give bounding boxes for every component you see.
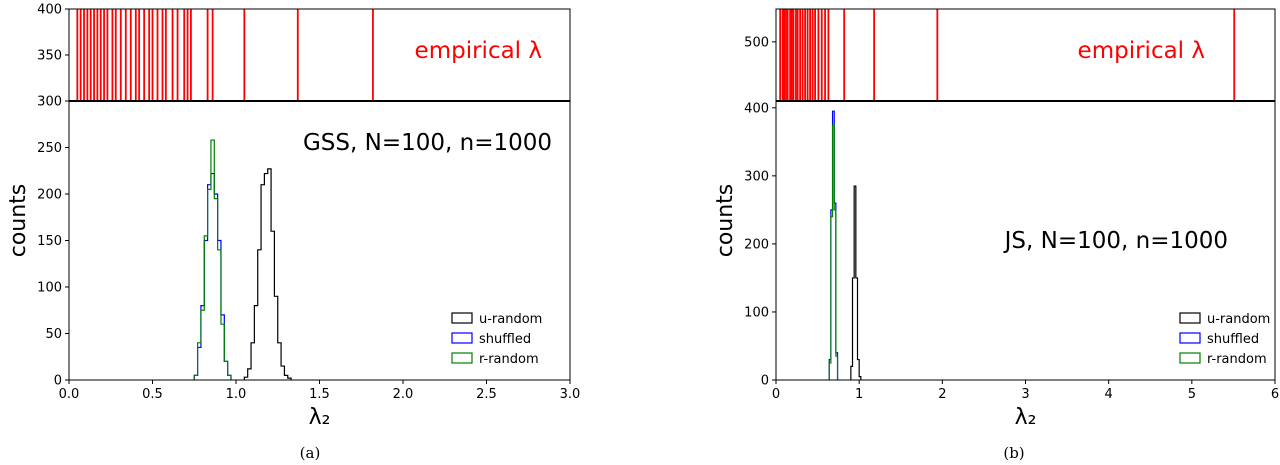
x-axis-label: λ₂ — [1015, 405, 1037, 430]
legend-swatch-shuffled — [451, 332, 473, 344]
x-tick-label: 0.5 — [142, 387, 163, 402]
panel-caption: (b) — [1003, 444, 1024, 462]
x-axis-label: λ₂ — [309, 405, 331, 430]
legend-label-r-random: r-random — [479, 352, 539, 367]
x-tick-label: 1.0 — [226, 387, 247, 402]
empirical-label: empirical λ — [1078, 38, 1205, 64]
y-axis-label: counts — [6, 184, 31, 258]
histogram-u-random — [850, 185, 862, 380]
panel-b: 0 1 2 3 4 5 6 0 100 200 300 400 500 counts λ₂ JS, N=100… — [713, 8, 1279, 462]
x-tick-label: 5 — [1188, 387, 1196, 402]
top-y-tick-label: 500 — [744, 35, 769, 50]
y-tick-label: 200 — [37, 188, 62, 203]
y-tick-label: 250 — [37, 141, 62, 156]
legend-swatch-shuffled — [1179, 332, 1201, 344]
x-tick-label: 0 — [772, 387, 780, 402]
x-tick-label: 2 — [938, 387, 946, 402]
legend-label-u-random: u-random — [479, 312, 542, 327]
x-tick-label: 3 — [1021, 387, 1029, 402]
panel-caption: (a) — [300, 444, 321, 462]
x-tick-label: 6 — [1271, 387, 1279, 402]
y-axis-label: counts — [713, 184, 738, 258]
y-tick-label: 150 — [37, 234, 62, 249]
empirical-lambda-lines — [76, 9, 374, 101]
x-tick-label: 1 — [855, 387, 863, 402]
empirical-label: empirical λ — [415, 38, 542, 64]
panel-a: 0.0 0.5 1.0 1.5 2.0 2.5 3.0 0 50 100 150 200 250 300 3… — [6, 3, 580, 463]
x-tick-label: 2.0 — [393, 387, 414, 402]
x-tick-label: 3.0 — [560, 387, 581, 402]
y-tick-label: 50 — [45, 327, 62, 342]
y-tick-label: 100 — [744, 305, 769, 320]
legend-label-shuffled: shuffled — [1207, 332, 1259, 347]
x-tick-label: 1.5 — [309, 387, 330, 402]
x-tick-label: 4 — [1105, 387, 1113, 402]
legend-label-shuffled: shuffled — [479, 332, 531, 347]
histogram-shuffled — [193, 172, 232, 380]
legend-swatch-u-random — [451, 312, 473, 324]
annotation: JS, N=100, n=1000 — [1003, 228, 1228, 254]
x-tick-label: 0.0 — [59, 387, 80, 402]
y-tick-label: 100 — [37, 281, 62, 296]
empirical-lambda-lines — [779, 9, 1236, 101]
top-y-tick-label: 350 — [37, 49, 62, 64]
x-tick-label: 2.5 — [476, 387, 497, 402]
histogram-r-random — [828, 124, 839, 380]
annotation: GSS, N=100, n=1000 — [303, 130, 552, 156]
y-tick-label: 0 — [54, 374, 62, 389]
top-y-tick-label: 400 — [37, 3, 62, 18]
legend-swatch-r-random — [451, 352, 473, 364]
top-y-tick-label: 300 — [37, 95, 62, 110]
y-tick-label: 300 — [744, 169, 769, 184]
y-tick-label: 0 — [761, 374, 769, 389]
legend-swatch-r-random — [1179, 352, 1201, 364]
histogram-u-random — [243, 168, 292, 380]
histogram-r-random — [193, 139, 232, 380]
y-tick-label: 200 — [744, 237, 769, 252]
legend-label-u-random: u-random — [1207, 312, 1270, 327]
y-tick-label: 400 — [744, 101, 769, 116]
legend-swatch-u-random — [1179, 312, 1201, 324]
legend-label-r-random: r-random — [1207, 352, 1267, 367]
